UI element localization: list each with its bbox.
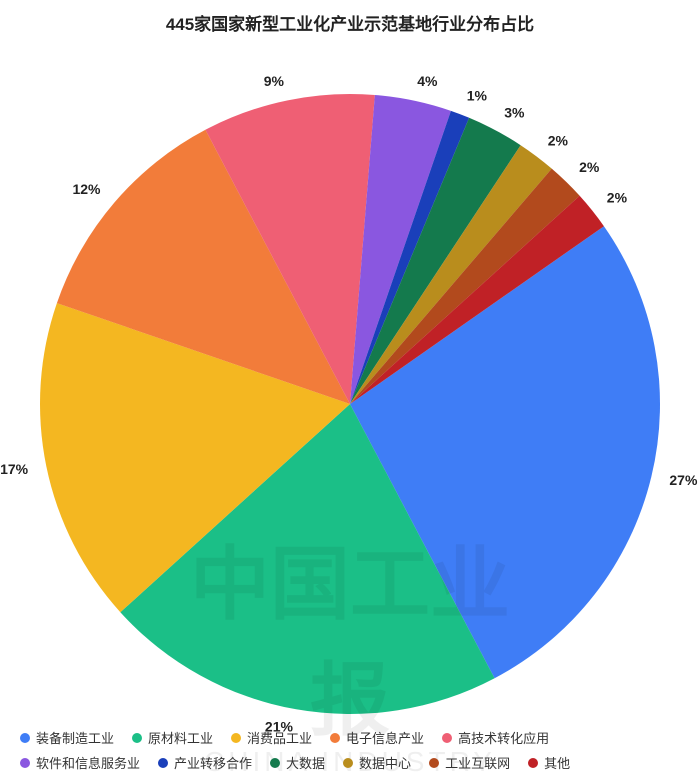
legend-swatch [231, 733, 241, 743]
slice-label: 2% [548, 132, 569, 148]
legend-label: 数据中心 [359, 753, 411, 772]
legend-swatch [270, 758, 280, 768]
legend-item: 电子信息产业 [330, 728, 424, 747]
legend-label: 产业转移合作 [174, 753, 252, 772]
legend-swatch [528, 758, 538, 768]
legend-swatch [343, 758, 353, 768]
legend: 装备制造工业 原材料工业 消费品工业 电子信息产业 高技术转化应用软件和信息服务业 产业转… [20, 728, 680, 772]
slice-label: 2% [579, 159, 600, 175]
legend-swatch [442, 733, 452, 743]
legend-label: 大数据 [286, 753, 325, 772]
legend-item: 消费品工业 [231, 728, 312, 747]
legend-label: 其他 [544, 753, 570, 772]
legend-swatch [330, 733, 340, 743]
chart-title: 445家国家新型工业化产业示范基地行业分布占比 [0, 10, 700, 35]
slice-label: 4% [417, 73, 438, 89]
legend-swatch [20, 733, 30, 743]
legend-item: 数据中心 [343, 753, 411, 772]
slice-label: 12% [72, 181, 101, 197]
legend-item: 其他 [528, 753, 570, 772]
legend-item: 软件和信息服务业 [20, 753, 140, 772]
legend-swatch [158, 758, 168, 768]
legend-label: 高技术转化应用 [458, 728, 549, 747]
pie-chart: 27%21%17%12%9%4%1%3%2%2%2% [0, 34, 700, 739]
legend-label: 原材料工业 [148, 728, 213, 747]
legend-item: 工业互联网 [429, 753, 510, 772]
legend-label: 电子信息产业 [346, 728, 424, 747]
legend-item: 原材料工业 [132, 728, 213, 747]
slice-label: 3% [504, 105, 525, 121]
slice-label: 9% [264, 73, 285, 89]
legend-swatch [20, 758, 30, 768]
legend-item: 大数据 [270, 753, 325, 772]
legend-swatch [429, 758, 439, 768]
legend-label: 消费品工业 [247, 728, 312, 747]
slice-label: 2% [607, 190, 628, 206]
slice-label: 27% [669, 472, 698, 488]
legend-label: 装备制造工业 [36, 728, 114, 747]
legend-item: 产业转移合作 [158, 753, 252, 772]
slice-label: 17% [0, 461, 29, 477]
legend-item: 高技术转化应用 [442, 728, 549, 747]
legend-label: 软件和信息服务业 [36, 753, 140, 772]
legend-swatch [132, 733, 142, 743]
legend-label: 工业互联网 [445, 753, 510, 772]
legend-item: 装备制造工业 [20, 728, 114, 747]
slice-label: 1% [467, 88, 488, 104]
